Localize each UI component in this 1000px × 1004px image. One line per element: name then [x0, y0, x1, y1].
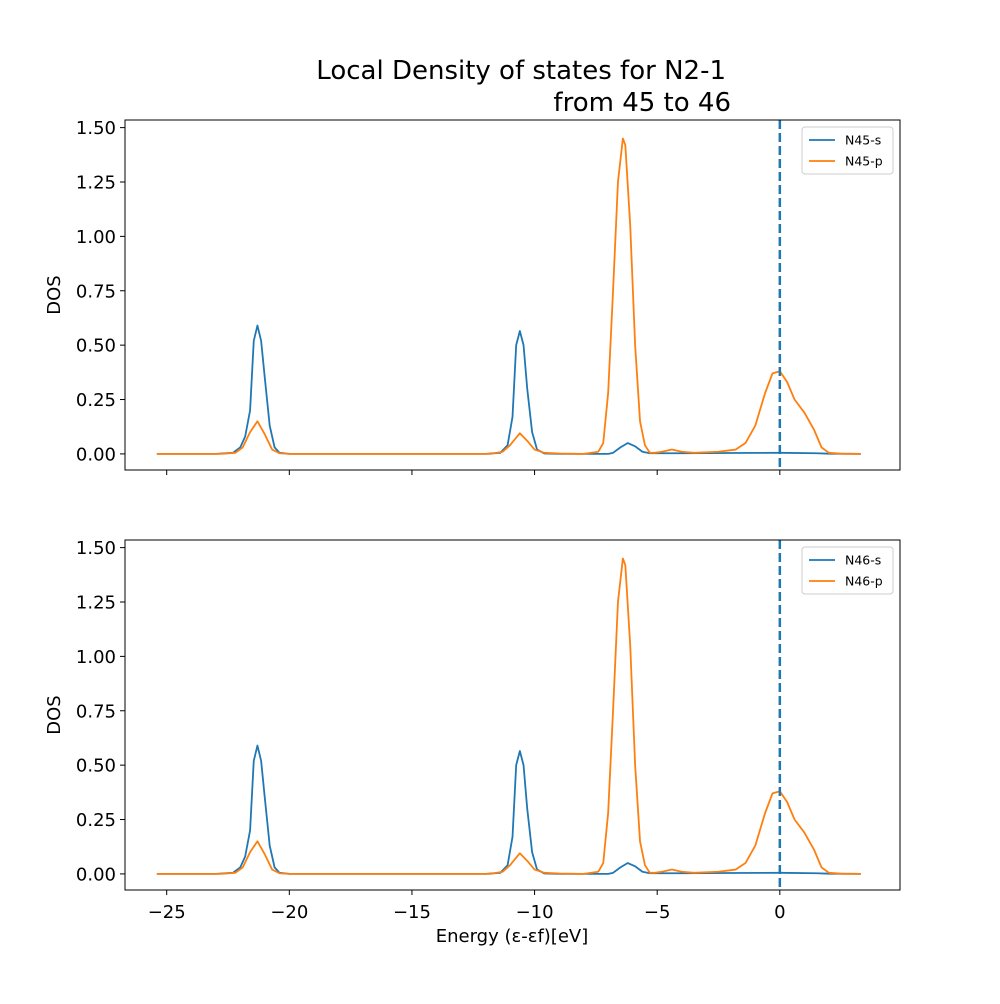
- y-tick-label: 1.00: [76, 227, 116, 248]
- panel-1: 0.000.250.500.751.001.251.50DOSN45-sN45-…: [44, 118, 901, 475]
- legend-entry: N46-p: [845, 574, 883, 589]
- series-line-N46-p: [156, 557, 861, 875]
- axes-frame: [124, 539, 901, 891]
- y-tick-label: 0.25: [76, 810, 116, 831]
- x-axis-label: Energy (ε-εf)[eV]: [436, 926, 589, 947]
- legend-entry: N45-s: [845, 133, 881, 148]
- legend-entry: N45-p: [845, 154, 883, 169]
- y-tick-label: 0.75: [76, 281, 116, 302]
- y-axis-label: DOS: [44, 275, 65, 314]
- x-tick-label: −20: [270, 902, 308, 923]
- legend-box: [801, 126, 894, 175]
- legend-box: [801, 546, 894, 595]
- panel-2: 0.00 0.25 0.50 0.75 1.00 1.25 1.50 −25 −20 −15 −10…: [44, 538, 901, 923]
- chart-title-line-2: from 45 to 46: [553, 88, 731, 118]
- x-tick-label: −5: [644, 902, 671, 923]
- x-tick-label: 0: [774, 902, 785, 923]
- plot-area: [156, 557, 861, 875]
- y-tick-label: 0.50: [76, 756, 116, 777]
- x-tick-label: −15: [393, 902, 431, 923]
- y-tick-label: 0.75: [76, 701, 116, 722]
- legend: N46-s N46-p: [801, 546, 894, 595]
- legend: N45-s N45-p: [801, 126, 894, 175]
- series-line-N45-s: [156, 324, 861, 455]
- chart-title-line-1: Local Density of states for N2-1: [316, 56, 726, 86]
- y-axis-label: DOS: [44, 695, 65, 734]
- y-tick-label: 1.50: [76, 538, 116, 559]
- y-tick-label: 0.00: [76, 444, 116, 465]
- plot-area: [156, 137, 861, 455]
- y-tick-label: 1.50: [76, 118, 116, 139]
- axes-frame: [124, 119, 901, 471]
- legend-entry: N46-s: [845, 553, 881, 568]
- series-line-N46-s: [156, 744, 861, 875]
- y-tick-label: 1.25: [76, 592, 116, 613]
- x-tick-label: −10: [516, 902, 554, 923]
- y-tick-label: 0.00: [76, 864, 116, 885]
- series-line-N45-p: [156, 137, 861, 455]
- y-tick-label: 0.50: [76, 336, 116, 357]
- y-tick-label: 1.25: [76, 172, 116, 193]
- y-tick-label: 0.25: [76, 390, 116, 411]
- x-tick-label: −25: [148, 902, 186, 923]
- y-tick-label: 1.00: [76, 647, 116, 668]
- panels: 0.000.250.500.751.001.251.50DOSN45-sN45-…: [44, 118, 901, 923]
